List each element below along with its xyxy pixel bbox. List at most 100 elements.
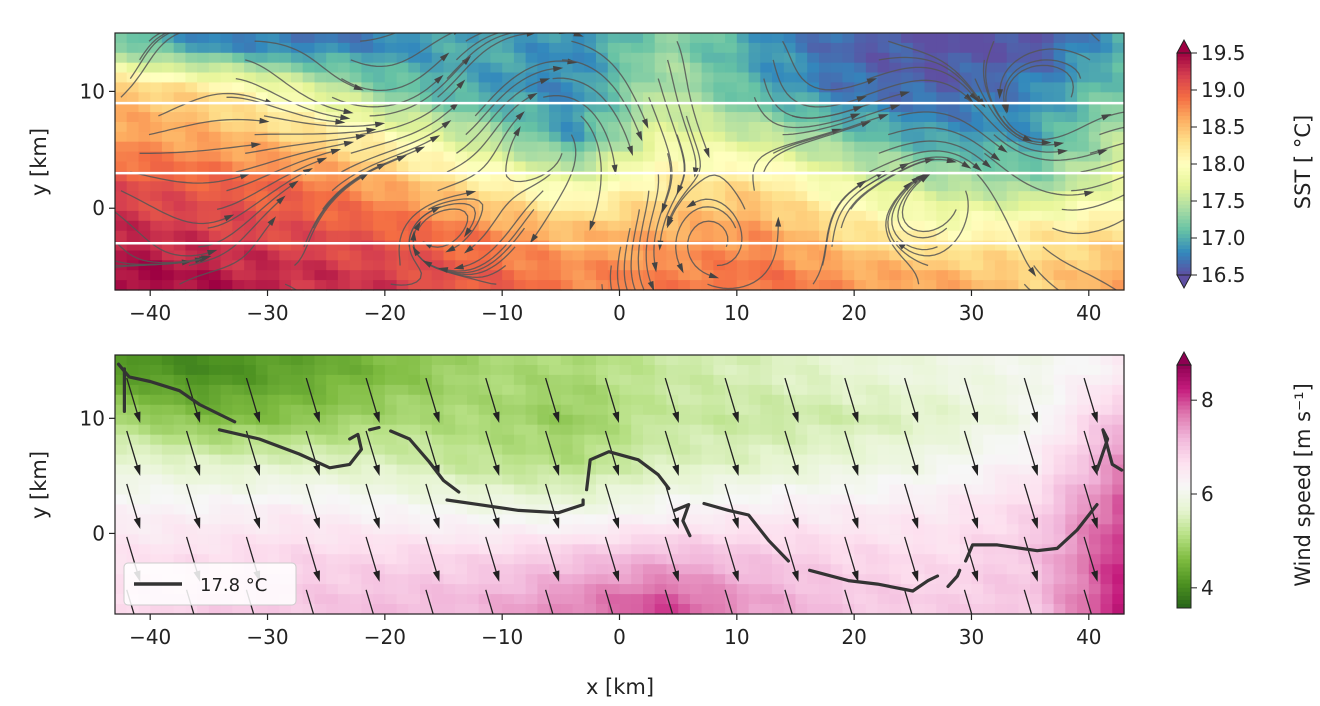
heatmap-cell bbox=[1007, 485, 1019, 496]
heatmap-cell bbox=[256, 495, 268, 506]
colorbar-cell bbox=[1177, 201, 1191, 205]
heatmap-cell bbox=[397, 524, 409, 535]
heatmap-cell bbox=[878, 260, 890, 271]
heatmap-cell bbox=[796, 280, 808, 291]
heatmap-cell bbox=[854, 162, 866, 173]
heatmap-cell bbox=[326, 554, 338, 565]
heatmap-cell bbox=[315, 162, 327, 173]
heatmap-cell bbox=[713, 365, 725, 376]
heatmap-cell bbox=[983, 211, 995, 222]
heatmap-cell bbox=[936, 604, 948, 615]
heatmap-cell bbox=[397, 514, 409, 525]
heatmap-cell bbox=[655, 564, 667, 575]
heatmap-cell bbox=[279, 455, 291, 466]
heatmap-cell bbox=[467, 475, 479, 486]
heatmap-cell bbox=[444, 43, 456, 54]
heatmap-cell bbox=[866, 435, 878, 446]
heatmap-cell bbox=[831, 375, 843, 386]
heatmap-cell bbox=[584, 53, 596, 64]
heatmap-cell bbox=[127, 280, 139, 291]
heatmap-cell bbox=[197, 82, 209, 93]
heatmap-cell bbox=[385, 604, 397, 615]
heatmap-cell bbox=[854, 584, 866, 595]
heatmap-cell bbox=[584, 260, 596, 271]
heatmap-cell bbox=[842, 604, 854, 615]
heatmap-cell bbox=[772, 375, 784, 386]
streamline-arrow bbox=[662, 337, 672, 345]
heatmap-cell bbox=[655, 604, 667, 615]
heatmap-cell bbox=[1054, 375, 1066, 386]
heatmap-cell bbox=[315, 604, 327, 615]
heatmap-cell bbox=[455, 455, 467, 466]
heatmap-cell bbox=[854, 395, 866, 406]
heatmap-cell bbox=[925, 495, 937, 506]
heatmap-cell bbox=[1065, 495, 1077, 506]
heatmap-cell bbox=[995, 475, 1007, 486]
heatmap-cell bbox=[772, 594, 784, 605]
heatmap-cell bbox=[702, 604, 714, 615]
heatmap-cell bbox=[842, 584, 854, 595]
heatmap-cell bbox=[490, 435, 502, 446]
heatmap-cell bbox=[948, 221, 960, 232]
heatmap-cell bbox=[655, 554, 667, 565]
heatmap-cell bbox=[1007, 514, 1019, 525]
heatmap-cell bbox=[338, 445, 350, 456]
heatmap-cell bbox=[807, 33, 819, 44]
heatmap-cell bbox=[279, 465, 291, 476]
heatmap-cell bbox=[866, 395, 878, 406]
heatmap-cell bbox=[854, 355, 866, 366]
heatmap-cell bbox=[162, 504, 174, 515]
heatmap-cell bbox=[713, 465, 725, 476]
heatmap-cell bbox=[326, 475, 338, 486]
heatmap-cell bbox=[842, 365, 854, 376]
heatmap-cell bbox=[549, 221, 561, 232]
heatmap-cell bbox=[866, 554, 878, 565]
heatmap-cell bbox=[1065, 191, 1077, 202]
heatmap-cell bbox=[221, 465, 233, 476]
colorbar-cell bbox=[1177, 72, 1191, 76]
heatmap-cell bbox=[115, 231, 127, 242]
heatmap-cell bbox=[291, 395, 303, 406]
heatmap-cell bbox=[1018, 162, 1030, 173]
heatmap-cell bbox=[444, 584, 456, 595]
heatmap-cell bbox=[174, 63, 186, 73]
heatmap-cell bbox=[925, 82, 937, 93]
heatmap-cell bbox=[831, 524, 843, 535]
heatmap-cell bbox=[854, 604, 866, 615]
heatmap-cell bbox=[232, 504, 244, 515]
heatmap-cell bbox=[620, 33, 632, 44]
heatmap-cell bbox=[115, 82, 127, 93]
heatmap-cell bbox=[174, 375, 186, 386]
heatmap-cell bbox=[584, 564, 596, 575]
heatmap-cell bbox=[655, 524, 667, 535]
heatmap-cell bbox=[115, 495, 127, 506]
heatmap-cell bbox=[1065, 475, 1077, 486]
heatmap-cell bbox=[350, 251, 362, 262]
heatmap-cell bbox=[1065, 385, 1077, 396]
heatmap-cell bbox=[361, 574, 373, 585]
heatmap-cell bbox=[831, 63, 843, 73]
heatmap-cell bbox=[537, 132, 549, 143]
heatmap-cell bbox=[561, 455, 573, 466]
heatmap-cell bbox=[819, 485, 831, 496]
heatmap-cell bbox=[913, 435, 925, 446]
colorbar-tick-label: 19.5 bbox=[1201, 41, 1246, 65]
heatmap-cell bbox=[737, 260, 749, 271]
heatmap-cell bbox=[561, 475, 573, 486]
heatmap-cell bbox=[174, 92, 186, 103]
heatmap-cell bbox=[643, 385, 655, 396]
heatmap-cell bbox=[936, 534, 948, 545]
heatmap-cell bbox=[925, 534, 937, 545]
heatmap-cell bbox=[197, 191, 209, 202]
heatmap-cell bbox=[936, 395, 948, 406]
heatmap-cell bbox=[197, 425, 209, 436]
heatmap-cell bbox=[620, 514, 632, 525]
heatmap-cell bbox=[221, 405, 233, 416]
heatmap-cell bbox=[831, 504, 843, 515]
heatmap-cell bbox=[878, 485, 890, 496]
heatmap-cell bbox=[232, 251, 244, 262]
heatmap-cell bbox=[244, 251, 256, 262]
x-tick-label: −40 bbox=[129, 301, 171, 325]
heatmap-cell bbox=[831, 53, 843, 64]
heatmap-cell bbox=[901, 375, 913, 386]
